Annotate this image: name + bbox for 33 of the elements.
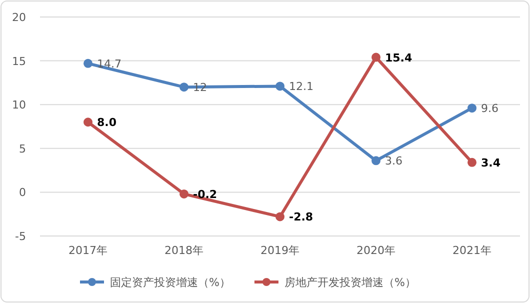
point <box>372 52 380 62</box>
point <box>276 82 284 91</box>
y-tick-label: 0 <box>19 186 26 200</box>
x-tick-label: 2018年 <box>164 244 204 257</box>
data-label: 3.6 <box>385 154 402 168</box>
y-tick-label: 10 <box>12 98 26 112</box>
point <box>180 189 188 198</box>
data-label: 14.7 <box>97 57 122 70</box>
data-label: 8.0 <box>97 116 117 130</box>
legend-label: 房地产开发投资增速（%） <box>284 276 416 289</box>
point <box>468 104 476 113</box>
y-tick-label: 5 <box>19 142 26 156</box>
y-tick-label: -5 <box>15 230 26 243</box>
x-tick-label: 2020年 <box>356 244 396 257</box>
data-label: 9.6 <box>481 102 498 116</box>
data-label: -0.2 <box>193 188 218 201</box>
point <box>180 82 188 92</box>
point <box>84 118 92 127</box>
data-label: 3.4 <box>481 156 501 170</box>
y-tick-label: 15 <box>12 54 26 68</box>
data-label: 15.4 <box>385 51 412 64</box>
legend-label: 固定资产投资增速（%） <box>110 276 230 289</box>
data-label: 12.1 <box>289 80 314 94</box>
point <box>276 212 284 222</box>
data-label: 12 <box>193 81 207 94</box>
data-label: -2.8 <box>289 210 314 224</box>
x-tick-label: 2017年 <box>68 244 108 257</box>
point <box>468 158 476 167</box>
x-tick-label: 2021年 <box>452 244 492 257</box>
x-tick-label: 2019年 <box>260 244 300 257</box>
point <box>372 156 380 166</box>
point <box>84 58 92 68</box>
y-tick-label: 20 <box>12 11 26 24</box>
